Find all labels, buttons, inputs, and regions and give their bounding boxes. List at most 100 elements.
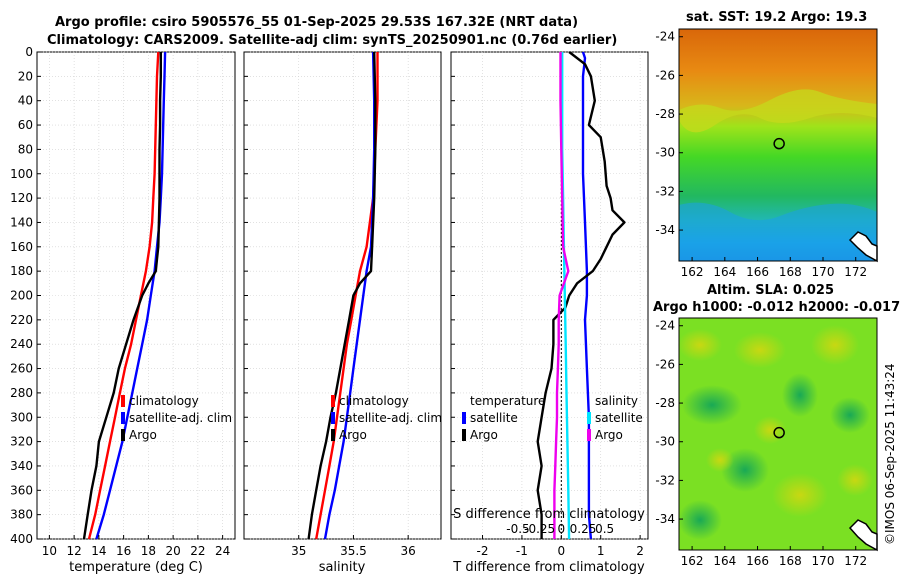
legend-argo: Argo xyxy=(595,428,623,442)
temperature-series xyxy=(82,51,167,540)
x-tick-label: 164 xyxy=(713,554,736,568)
series-climatology xyxy=(87,51,160,540)
x2-tick-label: 0 xyxy=(557,522,565,536)
y-tick-label: 40 xyxy=(18,94,33,108)
x-tick-label: 168 xyxy=(779,554,802,568)
x-tick-label: 162 xyxy=(681,265,704,279)
y-tick-label: -24 xyxy=(655,319,675,333)
legend-satellite: satellite xyxy=(470,411,518,425)
y-tick-label: 400 xyxy=(10,532,33,546)
x-tick-label: 35.5 xyxy=(340,544,367,558)
difference-axes xyxy=(450,51,649,540)
y-tick-label: 220 xyxy=(10,313,33,327)
legend-climatology-swatch xyxy=(331,395,335,407)
x-tick-label: 22 xyxy=(190,544,205,558)
salinity-legend: climatology satellite-adj. clim Argo xyxy=(331,394,442,442)
x-tick-label: 2 xyxy=(636,544,644,558)
sla-blob xyxy=(678,500,722,540)
legend-argo-swatch xyxy=(462,429,466,441)
difference-ticks: -2 -1 0 1 2 -0.5-0.25 0 0.250.5 xyxy=(451,51,644,558)
x-tick-label: 164 xyxy=(713,265,736,279)
x-tick-label: 1 xyxy=(597,544,605,558)
sla-blob xyxy=(811,325,859,365)
title-line-2: Climatology: CARS2009. Satellite-adj cli… xyxy=(47,33,618,48)
y-tick-label: -30 xyxy=(655,435,675,449)
salinity-xlabel: salinity xyxy=(319,560,366,575)
y-tick-label: 140 xyxy=(10,215,33,229)
x-tick-label: 166 xyxy=(746,554,769,568)
sla-blob xyxy=(706,448,734,472)
sla-blob xyxy=(837,464,873,496)
x-tick-label: 172 xyxy=(844,554,867,568)
y-tick-label: 20 xyxy=(18,69,33,83)
x-tick-label: 170 xyxy=(812,554,835,568)
legend-argo: Argo xyxy=(129,428,157,442)
sla-blob xyxy=(772,473,828,517)
temperature-panel: 0 20 40 60 80 100 120 140 160 180 200 220 240 260 280 3… xyxy=(10,45,236,575)
title-line-1: Argo profile: csiro 5905576_55 01-Sep-20… xyxy=(55,15,579,30)
y-tick-label: 340 xyxy=(10,459,33,473)
legend-climatology-swatch xyxy=(121,395,125,407)
series-temperature-satellite xyxy=(581,51,593,540)
argo-position-marker xyxy=(773,426,785,439)
sla-blob xyxy=(782,373,818,417)
legend-temperature-title: temperature xyxy=(470,394,545,408)
y-tick-label: 80 xyxy=(18,142,33,156)
x2-tick-label: -0.5 xyxy=(506,522,529,536)
y-tick-label: -28 xyxy=(655,396,675,410)
legend-argo-swatch xyxy=(331,429,335,441)
x-tick-label: 166 xyxy=(746,265,769,279)
temperature-xlabel: temperature (deg C) xyxy=(69,560,203,575)
legend-climatology: climatology xyxy=(129,394,199,408)
temperature-legend: climatology satellite-adj. clim Argo xyxy=(121,394,232,442)
y-tick-label: -30 xyxy=(655,146,675,160)
y-tick-label: -24 xyxy=(655,30,675,44)
difference-series xyxy=(536,51,626,540)
y-tick-label: -26 xyxy=(655,357,675,371)
sla-blob xyxy=(754,416,786,444)
legend-satellite-swatch xyxy=(462,412,466,424)
x2-tick-label: 0.5 xyxy=(595,522,614,536)
x-tick-label: 172 xyxy=(844,265,867,279)
sla-map-axes xyxy=(678,317,878,551)
x-tick-label: 10 xyxy=(42,544,57,558)
series-temperature-argo xyxy=(536,51,626,539)
x2-tick-label: 0.25 xyxy=(570,522,597,536)
sla-blob xyxy=(830,397,870,433)
x-tick-label: 20 xyxy=(165,544,180,558)
sst-map-title: sat. SST: 19.2 Argo: 19.3 xyxy=(686,10,868,25)
salinity-panel: 35 35.5 36 salinity climatology satellite-… xyxy=(243,51,442,575)
x-tick-label: 35 xyxy=(291,544,306,558)
y-tick-label: 300 xyxy=(10,410,33,424)
x-tick-label: -2 xyxy=(477,544,489,558)
legend-argo-swatch xyxy=(121,429,125,441)
legend-satellite: satellite xyxy=(595,411,643,425)
difference-xlabel: T difference from climatology xyxy=(452,560,645,575)
y-tick-label: 280 xyxy=(10,386,33,400)
y-tick-label: 240 xyxy=(10,337,33,351)
x-tick-label: 0 xyxy=(557,544,565,558)
legend-salinity-title: salinity xyxy=(595,394,638,408)
salinity-diff-legend: salinity satellite Argo xyxy=(587,394,643,442)
y-tick-label: 120 xyxy=(10,191,33,205)
salinity-axes xyxy=(243,51,442,540)
sst-cool-water xyxy=(679,202,877,261)
y-tick-label: -32 xyxy=(655,473,675,487)
y-tick-label: 260 xyxy=(10,362,33,376)
x-tick-label: 14 xyxy=(91,544,106,558)
x-tick-label: 36 xyxy=(401,544,416,558)
sst-map-panel: 162 164 166 168 170 172 -24 -26 -28 -30 -32 -34 xyxy=(655,28,878,279)
y-tick-label: -34 xyxy=(655,512,675,526)
series-satellite-adj-clim xyxy=(95,51,167,540)
y-tick-label: -34 xyxy=(655,223,675,237)
series-argo xyxy=(307,51,377,540)
legend-argo: Argo xyxy=(470,428,498,442)
x2-tick-label: -0.25 xyxy=(524,522,555,536)
y-tick-label: -32 xyxy=(655,184,675,198)
x-tick-label: 168 xyxy=(779,265,802,279)
sla-ticks: 162 164 166 168 170 172 -24 -26 -28 -30 -32 -34 xyxy=(655,319,867,568)
y-tick-label: 180 xyxy=(10,264,33,278)
legend-argo-swatch xyxy=(587,429,591,441)
salinity-ticks: 35 35.5 36 xyxy=(244,51,416,558)
